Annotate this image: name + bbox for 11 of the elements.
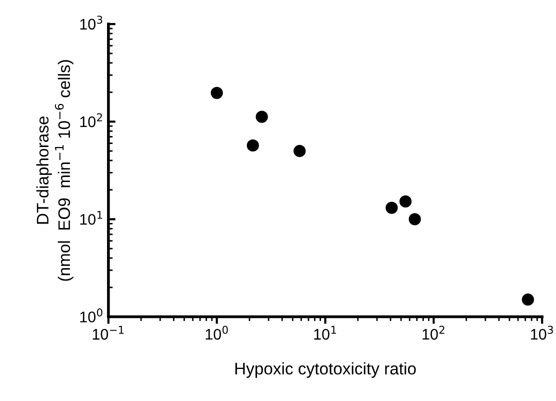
x-axis-title: Hypoxic cytotoxicity ratio bbox=[235, 362, 416, 378]
x-tick-label: 10$^{2}$ bbox=[422, 326, 444, 340]
y-tick-label: 10$^{2}$ bbox=[80, 113, 102, 128]
y-axis-title: DT-diaphorase (nmol EO9 min$^{−1}$ 10$^{−6}$ cells) bbox=[36, 60, 74, 281]
x-tick-label: 10$^{0}$ bbox=[206, 326, 228, 340]
x-tick-label: 10$^{−1}$ bbox=[92, 326, 124, 340]
y-tick-label: 10$^{3}$ bbox=[80, 16, 102, 30]
y-tick-label: 10$^{1}$ bbox=[80, 211, 102, 225]
x-tick-label: 10$^{3}$ bbox=[531, 326, 553, 340]
x-tick-label: 10$^{1}$ bbox=[314, 326, 336, 340]
y-tick-label: 10$^{0}$ bbox=[80, 308, 102, 322]
